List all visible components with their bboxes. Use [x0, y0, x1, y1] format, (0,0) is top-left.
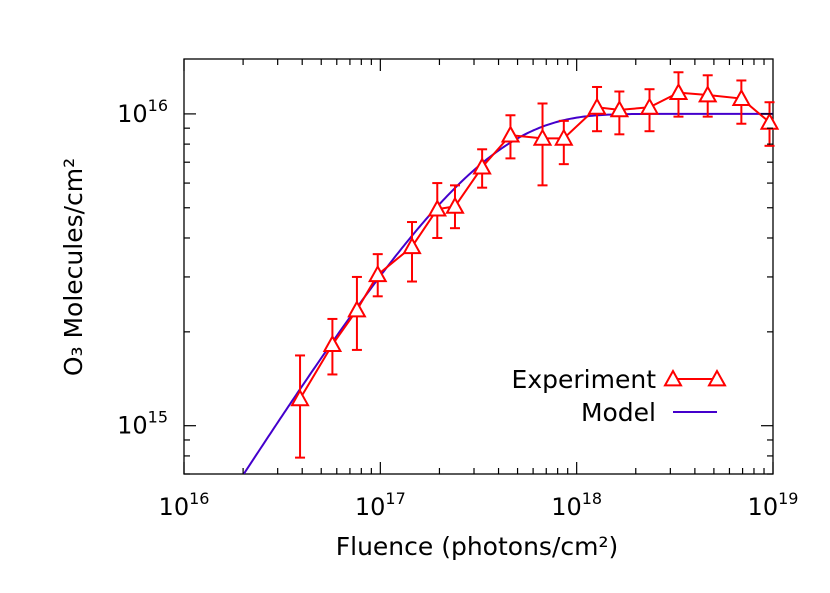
- triangle-marker: [554, 128, 574, 146]
- legend-triangle-left: [663, 368, 683, 387]
- legend-sample-experiment: [663, 368, 727, 387]
- experiment-point: [759, 101, 780, 147]
- triangle-marker: [668, 82, 689, 100]
- experiment-point: [532, 102, 553, 187]
- experiment-point: [347, 275, 367, 351]
- x-tick-label: 1018: [551, 489, 602, 521]
- experiment-point: [668, 71, 689, 118]
- experiment-line: [299, 91, 771, 400]
- x-tick-label: 1019: [748, 489, 799, 521]
- triangle-marker: [609, 99, 630, 118]
- triangle-marker: [445, 196, 465, 214]
- triangle-marker: [731, 88, 752, 106]
- experiment-point: [554, 119, 574, 166]
- plot-area: [183, 58, 780, 475]
- experiment-point: [368, 253, 388, 298]
- triangle-marker: [500, 125, 521, 143]
- triangle-marker: [639, 97, 660, 115]
- legend-label-experiment: Experiment: [512, 365, 657, 394]
- y-tick-label: 1016: [117, 96, 168, 128]
- y-axis-label: O₃ Molecules/cm²: [59, 158, 88, 376]
- experiment-point: [698, 74, 718, 118]
- triangle-marker: [347, 299, 367, 318]
- x-tick-label: 1016: [159, 489, 210, 521]
- plot-frame: [183, 58, 774, 475]
- experiment-point: [609, 90, 630, 136]
- experiment-point: [427, 182, 447, 239]
- triangle-marker: [532, 128, 553, 146]
- legend-label-model: Model: [581, 398, 656, 427]
- experiment-point: [290, 354, 310, 459]
- experiment-point: [472, 148, 492, 189]
- x-axis: 1016 1017 1018 1019: [159, 59, 799, 521]
- triangle-marker: [472, 157, 492, 175]
- x-axis-label: Fluence (photons/cm²): [336, 532, 619, 561]
- triangle-marker: [698, 84, 718, 103]
- triangle-marker: [427, 199, 447, 217]
- y-axis: 1015 1016: [117, 96, 773, 475]
- experiment-point: [322, 317, 343, 376]
- model-curve: [242, 112, 773, 474]
- triangle-marker: [322, 334, 343, 352]
- experiment-point: [402, 221, 422, 283]
- legend-triangle-right: [707, 368, 727, 387]
- experiment-point: [639, 88, 660, 133]
- triangle-marker: [402, 236, 422, 255]
- triangle-marker: [368, 264, 388, 283]
- x-tick-label: 1017: [355, 489, 406, 521]
- experiment-point: [731, 79, 752, 125]
- triangle-marker: [587, 97, 607, 115]
- experiment-point: [445, 184, 465, 230]
- experiment-point: [500, 114, 521, 160]
- legend: Experiment Model: [512, 365, 727, 427]
- y-tick-label: 1015: [117, 408, 168, 440]
- triangle-marker: [290, 388, 310, 407]
- experiment-point: [587, 85, 607, 133]
